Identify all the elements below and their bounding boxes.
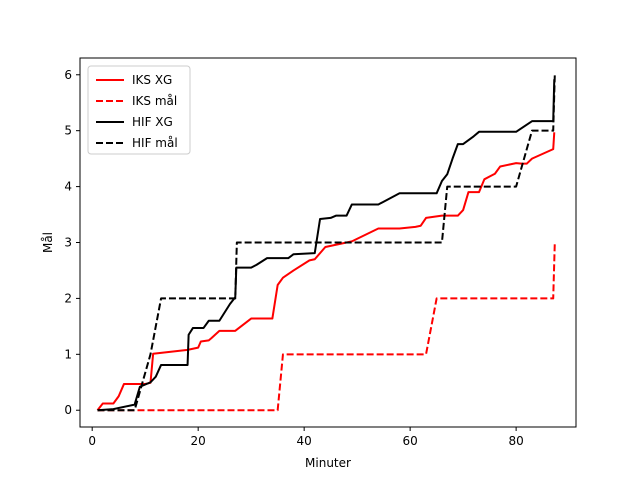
legend-label: HIF mål bbox=[132, 136, 178, 150]
series-line-3 bbox=[97, 74, 556, 412]
x-axis-ticks: 0 20 40 60 80 bbox=[88, 427, 524, 448]
legend-label: IKS XG bbox=[132, 73, 172, 87]
legend-label: HIF XG bbox=[132, 115, 173, 129]
y-tick-label: 3 bbox=[64, 236, 72, 250]
y-tick-label: 5 bbox=[64, 124, 72, 138]
x-tick-label: 60 bbox=[402, 434, 417, 448]
y-tick-label: 4 bbox=[64, 180, 72, 194]
series-line-1 bbox=[97, 242, 556, 412]
axes-frame bbox=[79, 57, 577, 428]
series-line-2 bbox=[97, 79, 556, 412]
x-tick-label: 80 bbox=[508, 434, 523, 448]
x-tick-label: 20 bbox=[191, 434, 206, 448]
x-tick-label: 0 bbox=[88, 434, 96, 448]
series-line-0 bbox=[96, 132, 556, 411]
legend-box bbox=[87, 65, 191, 155]
legend-label: IKS mål bbox=[132, 94, 177, 108]
x-tick-label: 40 bbox=[297, 434, 312, 448]
y-axis-ticks: 0 1 2 3 4 5 6 bbox=[64, 68, 80, 417]
y-axis-label: Mål bbox=[41, 232, 55, 253]
x-axis-label: Minuter bbox=[305, 456, 351, 470]
y-tick-label: 1 bbox=[64, 347, 72, 361]
y-tick-label: 6 bbox=[64, 68, 72, 82]
y-tick-label: 0 bbox=[64, 403, 72, 417]
legend: IKS XG IKS mål HIF XG HIF mål bbox=[87, 65, 191, 155]
plot-area bbox=[96, 74, 556, 412]
y-tick-label: 2 bbox=[64, 291, 72, 305]
